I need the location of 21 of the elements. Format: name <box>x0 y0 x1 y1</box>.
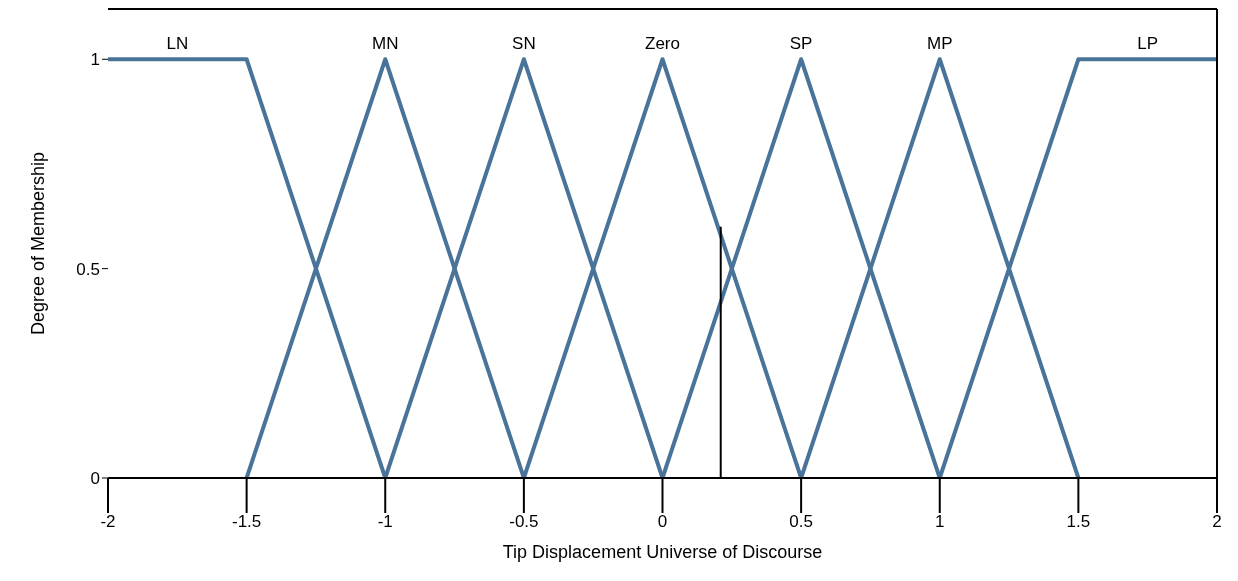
x-tick-label: -1.5 <box>231 512 262 532</box>
x-tick-label: 1.5 <box>1066 512 1091 532</box>
series-label: MP <box>927 34 953 54</box>
y-tick-label: 0 <box>90 469 100 489</box>
x-tick-label: 0 <box>657 512 668 532</box>
series-label: SP <box>789 34 813 54</box>
x-tick-label: -1 <box>377 512 393 532</box>
series-label: MN <box>372 34 399 54</box>
series-label: Zero <box>645 34 680 54</box>
y-tick-label: 1 <box>90 50 100 70</box>
x-tick-label: 0.5 <box>789 512 813 532</box>
x-tick-label: 2 <box>1212 512 1222 532</box>
series-label: LP <box>1137 34 1159 54</box>
x-tick-label: -2 <box>100 512 116 532</box>
x-axis-title: Tip Displacement Universe of Discourse <box>502 542 823 562</box>
x-tick-label: 1 <box>935 512 945 532</box>
series-label: SN <box>512 34 536 54</box>
x-tick-label: -0.5 <box>509 512 539 532</box>
y-tick-label: 0.5 <box>76 259 100 279</box>
y-axis-title: Degree of Membership <box>28 151 49 336</box>
series-label: LN <box>166 34 189 54</box>
